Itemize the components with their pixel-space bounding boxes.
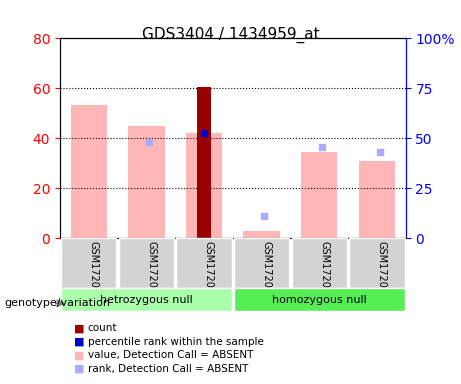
Bar	[243, 230, 280, 238]
Bar	[186, 133, 222, 238]
Bar	[359, 161, 395, 238]
FancyBboxPatch shape	[61, 238, 116, 288]
FancyBboxPatch shape	[234, 238, 290, 288]
Bar	[301, 152, 337, 238]
FancyBboxPatch shape	[291, 238, 347, 288]
Text: GSM172072: GSM172072	[319, 240, 329, 300]
Text: count: count	[88, 323, 117, 333]
FancyBboxPatch shape	[176, 238, 231, 288]
Text: ■: ■	[74, 350, 84, 360]
Text: GDS3404 / 1434959_at: GDS3404 / 1434959_at	[142, 27, 319, 43]
FancyBboxPatch shape	[234, 288, 405, 311]
Text: value, Detection Call = ABSENT: value, Detection Call = ABSENT	[88, 350, 253, 360]
Text: GSM172071: GSM172071	[262, 240, 272, 300]
Text: genotype/variation: genotype/variation	[5, 298, 111, 308]
Text: hetrozygous null: hetrozygous null	[100, 295, 193, 305]
Text: ■: ■	[74, 337, 84, 347]
Text: GSM172070: GSM172070	[204, 240, 214, 300]
FancyBboxPatch shape	[118, 238, 174, 288]
Text: GSM172069: GSM172069	[146, 240, 156, 300]
FancyBboxPatch shape	[349, 238, 405, 288]
Bar	[197, 87, 211, 238]
Bar	[71, 104, 107, 238]
Text: ■: ■	[74, 364, 84, 374]
Text: GSM172068: GSM172068	[89, 240, 99, 300]
Text: homozygous null: homozygous null	[272, 295, 366, 305]
FancyBboxPatch shape	[61, 288, 231, 311]
Text: rank, Detection Call = ABSENT: rank, Detection Call = ABSENT	[88, 364, 248, 374]
Bar	[128, 126, 165, 238]
Text: GSM172073: GSM172073	[377, 240, 387, 300]
Text: ■: ■	[74, 323, 84, 333]
Text: percentile rank within the sample: percentile rank within the sample	[88, 337, 264, 347]
